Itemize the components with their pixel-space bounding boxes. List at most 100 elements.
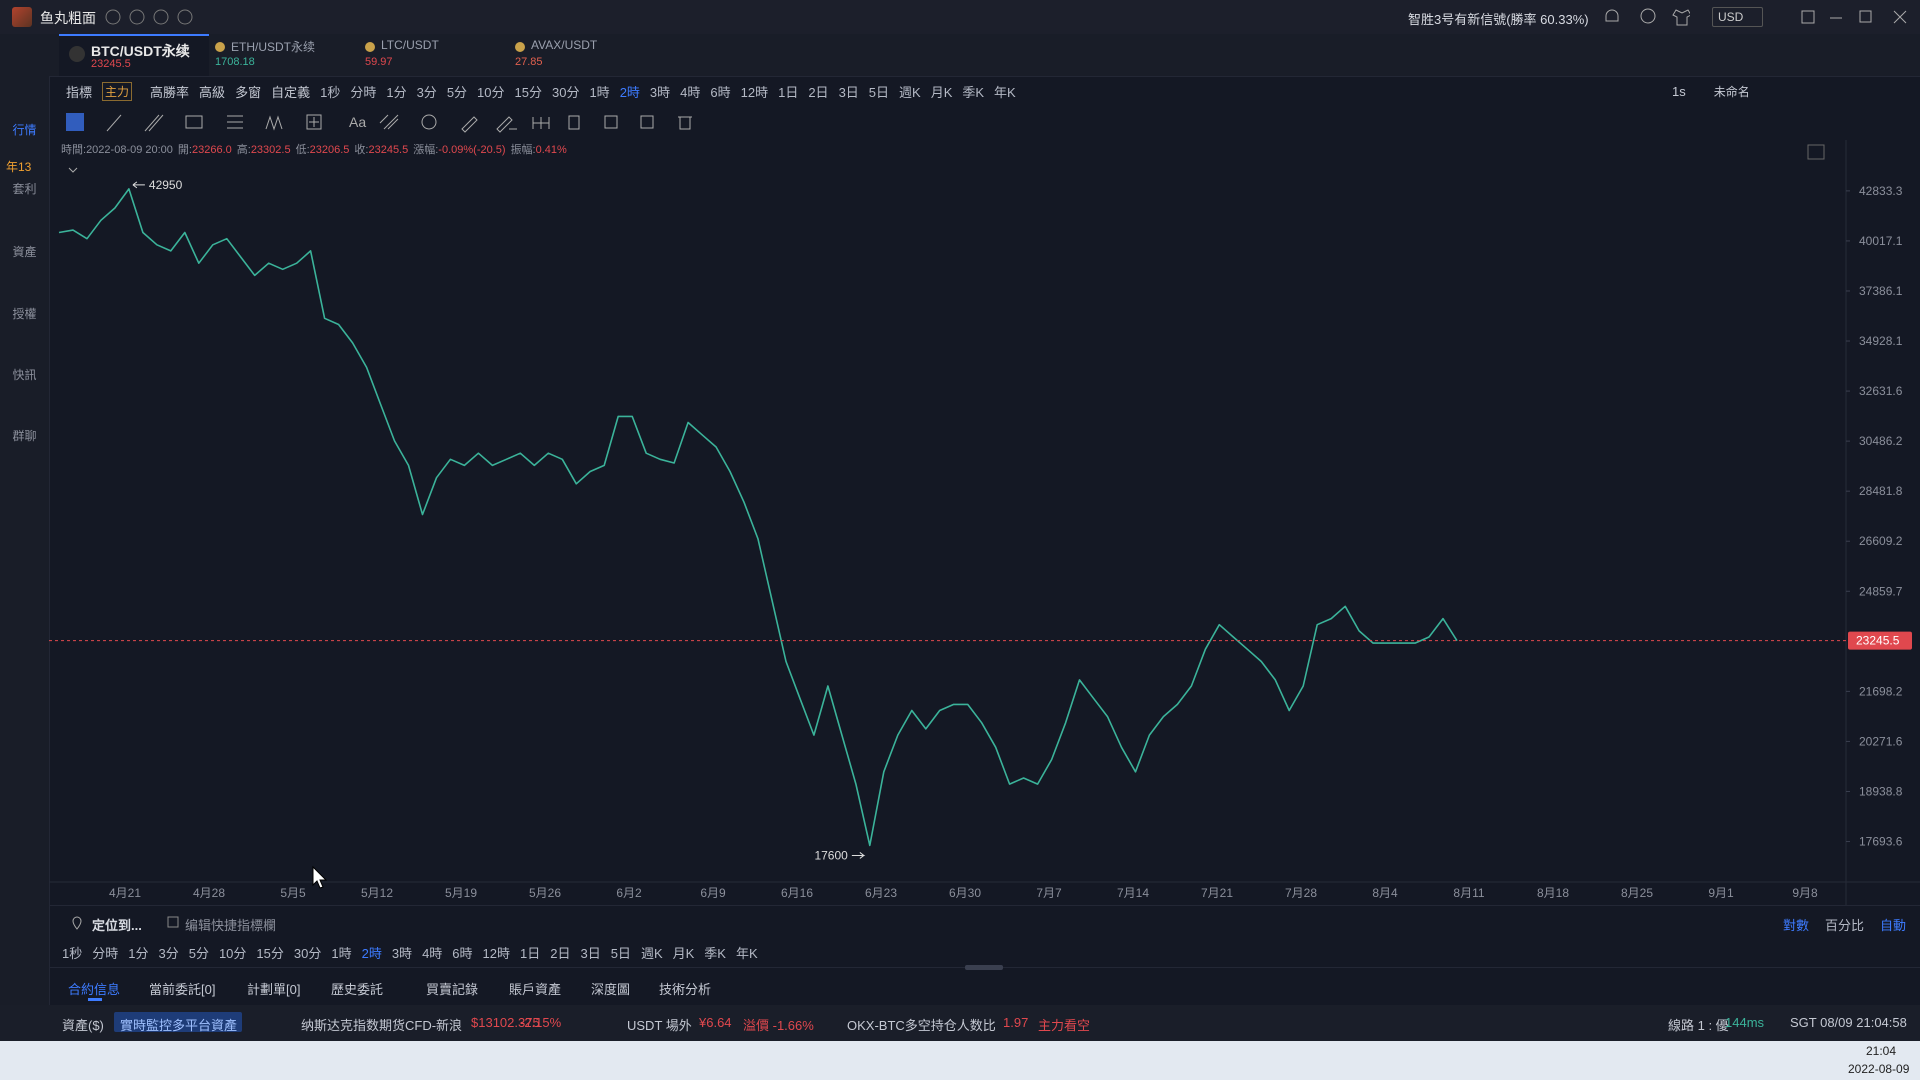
timeframe[interactable]: 1日	[778, 84, 799, 100]
pin-icon	[72, 916, 82, 930]
timeframe[interactable]: 3分	[416, 84, 437, 100]
panel-tab[interactable]: 賬戶資產	[509, 982, 562, 997]
locate-button[interactable]: 定位到...	[92, 918, 142, 933]
symbol-tab[interactable]: BTC/USDT永续 23245.5	[59, 34, 209, 76]
timeframe[interactable]: 1秒	[62, 946, 83, 961]
nav-item[interactable]: 快訊	[12, 368, 37, 382]
timeframe[interactable]: 3分	[158, 946, 179, 961]
custom-button[interactable]: 自定義	[271, 84, 311, 100]
timeframe[interactable]: 4時	[422, 946, 443, 961]
timeframe[interactable]: 6時	[452, 946, 473, 961]
nav-item[interactable]: 套利	[12, 182, 37, 196]
timeframe[interactable]: 15分	[514, 84, 542, 100]
tab-price: 59.97	[365, 56, 393, 68]
timeframe[interactable]: 分時	[350, 84, 377, 100]
symbol-tab[interactable]: LTC/USDT 59.97	[359, 34, 509, 76]
signal-notice[interactable]: 智胜3号有新信號(勝率 60.33%)	[1408, 12, 1589, 27]
bottom-tabs: 合約信息 當前委託[0] 計劃單[0] 歷史委託 買賣記錄 賬戶資產 深度圖 技術分析	[0, 978, 1920, 1004]
multi-window-button[interactable]: 多窗	[235, 84, 262, 100]
timeframe[interactable]: 10分	[477, 84, 505, 100]
high-win-button[interactable]: 高勝率	[150, 84, 190, 100]
tab-price: 23245.5	[91, 58, 131, 70]
scale-modes: 對數 百分比 自動	[1783, 915, 1906, 934]
timeframe[interactable]: 3時	[391, 946, 413, 961]
timeframe[interactable]: 4時	[680, 84, 701, 100]
timeframe[interactable]: 季K	[704, 946, 726, 961]
timeframe[interactable]: 週K	[899, 84, 921, 100]
timeframe[interactable]: 1分	[386, 84, 407, 100]
y-tick-label: 28481.8	[1859, 484, 1903, 498]
y-tick-label: 24859.7	[1859, 584, 1903, 598]
x-tick-label: 8月11	[1453, 886, 1484, 900]
layout-name[interactable]: 未命名	[1713, 84, 1750, 99]
timeframe[interactable]: 30分	[293, 946, 322, 961]
status-monitor[interactable]: 實時監控多平台資產	[120, 1018, 238, 1033]
last-price-label: 23245.5	[1856, 634, 1900, 648]
nav-item[interactable]: 群聊	[12, 429, 37, 443]
interval[interactable]: 1s	[1672, 83, 1686, 99]
scale-mode[interactable]: 對數	[1783, 918, 1810, 933]
symbol-tab[interactable]: AVAX/USDT 27.85	[509, 34, 659, 76]
advanced-button[interactable]: 高級	[199, 84, 226, 100]
timeframe[interactable]: 3日	[580, 946, 601, 961]
timeframe[interactable]: 12時	[482, 946, 510, 961]
timeframe[interactable]: 月K	[672, 946, 695, 961]
x-tick-label: 5月5	[280, 886, 306, 900]
timeframe[interactable]: 5分	[446, 84, 468, 100]
main-badge[interactable]: 主力	[102, 81, 133, 101]
timeframe[interactable]: 2時	[619, 84, 640, 100]
timeframe[interactable]: 2日	[808, 84, 829, 100]
panel-tab[interactable]: 歷史委託	[331, 982, 384, 997]
panel-tab[interactable]: 合約信息	[68, 982, 121, 997]
timeframe[interactable]: 分時	[92, 946, 119, 961]
timeframe[interactable]: 1日	[520, 946, 541, 961]
timeframe[interactable]: 10分	[218, 946, 247, 961]
timeframe[interactable]: 2時	[361, 946, 382, 961]
text-tool[interactable]: Aa	[349, 114, 366, 130]
ohlc-label: 振幅:	[511, 142, 536, 156]
timeframe[interactable]: 5分	[188, 946, 209, 961]
nav-item[interactable]: 授權	[12, 307, 37, 321]
timeframe[interactable]: 月K	[930, 84, 953, 100]
timeframe[interactable]: 年K	[735, 946, 758, 961]
timeframe[interactable]: 5日	[610, 946, 631, 961]
timeframe[interactable]: 3日	[838, 84, 859, 100]
symbol-tab[interactable]: ETH/USDT永续 1708.18	[209, 34, 359, 76]
x-tick-label: 6月30	[949, 886, 981, 900]
collapse-chevron[interactable]	[68, 167, 78, 173]
timeframe[interactable]: 1分	[128, 946, 149, 961]
scale-mode[interactable]: 自動	[1880, 918, 1907, 933]
status-ratio-value: 1.97	[1003, 1015, 1029, 1030]
nav-item[interactable]: 行情	[12, 123, 37, 137]
timeframe[interactable]: 週K	[640, 946, 663, 961]
status-bar: 資產($) 實時監控多平台資產 纳斯达克指数期货CFD-新浪 $13102.375 -2…	[0, 1005, 1920, 1041]
edit-shortcut[interactable]: 编辑快捷指標欄	[185, 918, 277, 933]
timeframe[interactable]: 15分	[256, 946, 284, 961]
timeframe[interactable]: 2日	[550, 946, 571, 961]
indicator-button[interactable]: 指標	[66, 84, 93, 100]
timeframe[interactable]: 1時	[331, 946, 352, 961]
taskbar-date: 2022-08-09	[1848, 1062, 1910, 1076]
tab-icon	[215, 42, 225, 52]
currency-select[interactable]: USD	[1712, 7, 1763, 27]
timeframe[interactable]: 1秒	[320, 84, 341, 100]
timeframe[interactable]: 1時	[589, 84, 610, 100]
timeframe[interactable]: 季K	[962, 84, 985, 100]
fullscreen-toggle[interactable]	[1807, 144, 1825, 160]
timeframe[interactable]: 5日	[868, 84, 890, 100]
scale-mode[interactable]: 百分比	[1825, 918, 1865, 933]
timeframe[interactable]: 6時	[710, 84, 731, 100]
panel-handle[interactable]	[965, 965, 1003, 970]
timeframe[interactable]: 12時	[740, 84, 769, 100]
timeframe[interactable]: 3時	[649, 84, 671, 100]
panel-tab[interactable]: 計劃單[0]	[247, 982, 301, 997]
tab-price: 1708.18	[215, 56, 255, 68]
nav-item[interactable]: 資產	[12, 245, 37, 259]
timeframe[interactable]: 年K	[994, 84, 1016, 100]
panel-tab[interactable]: 買賣記錄	[426, 982, 479, 997]
timeframe[interactable]: 30分	[551, 84, 580, 100]
panel-tab[interactable]: 技術分析	[659, 982, 712, 997]
panel-tab[interactable]: 當前委託[0]	[149, 982, 216, 997]
panel-tab[interactable]: 深度圖	[591, 982, 631, 997]
